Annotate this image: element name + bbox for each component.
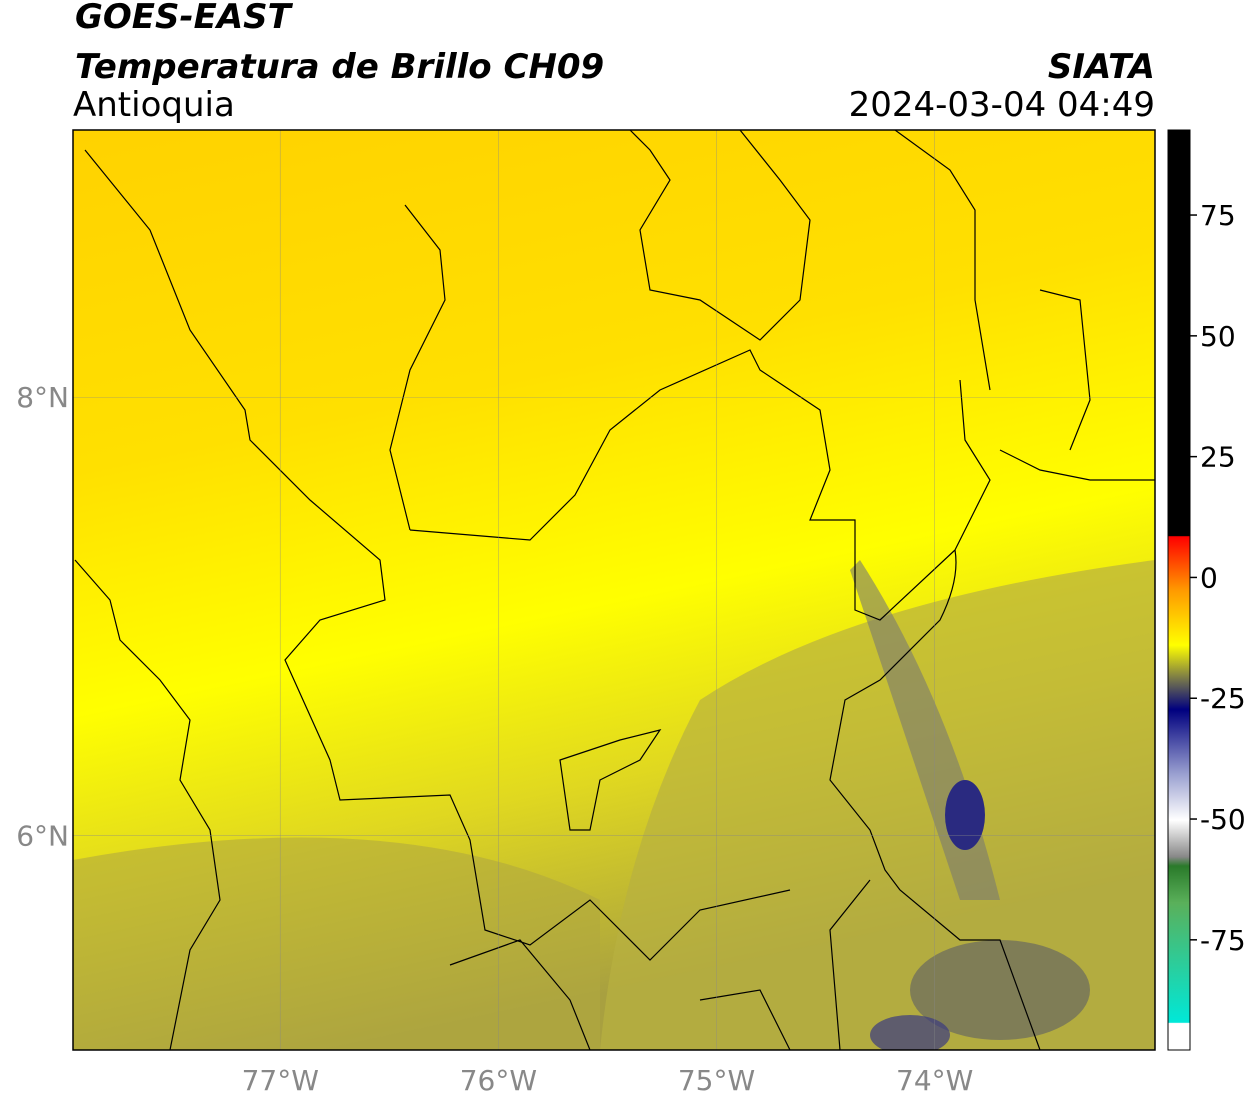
colorbar-tick-label: 50 [1200, 320, 1236, 353]
source: SIATA [1048, 47, 1155, 87]
x-tick-label: 76°W [460, 1064, 537, 1097]
y-tick-label: 6°N [16, 819, 69, 852]
colorbar-tick-label: 25 [1200, 441, 1236, 474]
x-tick-label: 77°W [242, 1064, 319, 1097]
x-tick-label: 74°W [896, 1064, 973, 1097]
datetime: 2024-03-04 04:49 [849, 85, 1155, 125]
colorbar [1167, 129, 1191, 1051]
colorbar-tick-label: -50 [1200, 803, 1246, 836]
colorbar-tick-label: -75 [1200, 924, 1246, 957]
map-image [73, 130, 1155, 1050]
map-frame [72, 129, 1156, 1051]
colorbar-tick-label: 75 [1200, 199, 1236, 232]
colorbar-tick-label: -25 [1200, 682, 1246, 715]
x-tick-label: 75°W [678, 1064, 755, 1097]
y-tick-label: 8°N [16, 381, 69, 414]
colorbar-tick-label: 0 [1200, 561, 1218, 594]
region: Antioquia [73, 85, 235, 125]
title: GOES-EAST [75, 0, 294, 37]
subtitle: Temperatura de Brillo CH09 [75, 47, 604, 87]
